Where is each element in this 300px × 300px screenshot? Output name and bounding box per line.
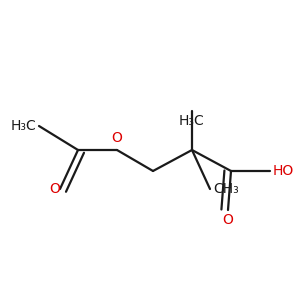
Text: O: O xyxy=(112,131,122,145)
Text: H₃C: H₃C xyxy=(10,119,36,133)
Text: CH₃: CH₃ xyxy=(213,182,239,196)
Text: O: O xyxy=(49,182,60,196)
Text: H₃C: H₃C xyxy=(179,114,205,128)
Text: HO: HO xyxy=(273,164,294,178)
Text: O: O xyxy=(223,213,233,227)
